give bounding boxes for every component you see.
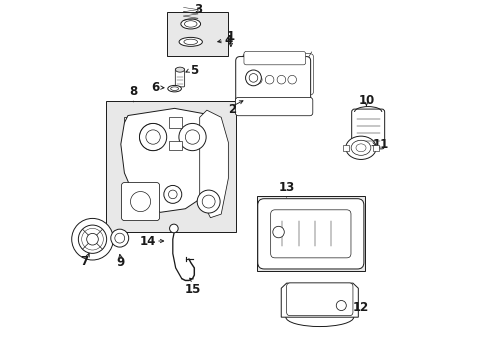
Text: 11: 11 bbox=[372, 138, 388, 151]
Text: 13: 13 bbox=[278, 181, 294, 194]
Ellipse shape bbox=[355, 144, 366, 152]
Circle shape bbox=[185, 130, 199, 144]
Circle shape bbox=[130, 192, 150, 212]
FancyBboxPatch shape bbox=[122, 183, 159, 221]
Ellipse shape bbox=[181, 19, 200, 29]
FancyBboxPatch shape bbox=[257, 199, 363, 269]
Circle shape bbox=[277, 75, 285, 84]
Circle shape bbox=[249, 73, 257, 82]
Text: 9: 9 bbox=[117, 256, 125, 269]
FancyBboxPatch shape bbox=[235, 98, 312, 116]
FancyBboxPatch shape bbox=[270, 210, 350, 258]
Circle shape bbox=[111, 229, 128, 247]
Text: 14: 14 bbox=[139, 234, 155, 248]
Bar bbox=[372, 145, 378, 152]
Circle shape bbox=[272, 226, 284, 238]
Text: 7: 7 bbox=[80, 255, 88, 268]
Text: 8: 8 bbox=[129, 85, 137, 98]
Circle shape bbox=[253, 75, 262, 84]
FancyBboxPatch shape bbox=[175, 68, 184, 87]
Ellipse shape bbox=[175, 67, 184, 72]
FancyBboxPatch shape bbox=[235, 57, 310, 107]
Circle shape bbox=[115, 233, 124, 243]
Text: 15: 15 bbox=[184, 283, 200, 296]
Circle shape bbox=[163, 185, 182, 203]
Ellipse shape bbox=[184, 21, 197, 27]
Polygon shape bbox=[124, 117, 142, 135]
Circle shape bbox=[336, 301, 346, 311]
Circle shape bbox=[86, 233, 98, 245]
Circle shape bbox=[179, 123, 206, 151]
Ellipse shape bbox=[179, 37, 202, 46]
Text: 3: 3 bbox=[193, 3, 202, 15]
Circle shape bbox=[197, 190, 220, 213]
Ellipse shape bbox=[183, 39, 197, 45]
FancyBboxPatch shape bbox=[286, 283, 352, 316]
Text: 12: 12 bbox=[352, 301, 368, 314]
Text: 6: 6 bbox=[151, 81, 159, 94]
FancyBboxPatch shape bbox=[244, 51, 305, 65]
Bar bbox=[167, 12, 228, 57]
Circle shape bbox=[245, 70, 261, 86]
Text: 4: 4 bbox=[224, 34, 233, 47]
Bar bbox=[169, 117, 182, 128]
Bar bbox=[169, 141, 182, 150]
Ellipse shape bbox=[167, 85, 181, 92]
Bar bbox=[106, 101, 235, 232]
Circle shape bbox=[78, 225, 106, 253]
Ellipse shape bbox=[170, 87, 178, 90]
Polygon shape bbox=[281, 283, 358, 317]
Text: 5: 5 bbox=[190, 64, 198, 77]
Circle shape bbox=[145, 130, 160, 144]
Ellipse shape bbox=[350, 140, 370, 155]
Ellipse shape bbox=[345, 136, 375, 159]
Circle shape bbox=[287, 75, 296, 84]
Bar bbox=[257, 196, 364, 271]
Circle shape bbox=[202, 195, 215, 208]
Circle shape bbox=[72, 219, 113, 260]
Bar bbox=[343, 145, 348, 152]
Circle shape bbox=[168, 190, 177, 199]
Polygon shape bbox=[121, 108, 224, 212]
Circle shape bbox=[265, 75, 273, 84]
Circle shape bbox=[169, 224, 178, 233]
Polygon shape bbox=[199, 110, 228, 218]
FancyBboxPatch shape bbox=[351, 109, 384, 149]
Text: 2: 2 bbox=[228, 103, 236, 116]
Circle shape bbox=[139, 123, 166, 151]
Text: 1: 1 bbox=[226, 30, 234, 43]
FancyBboxPatch shape bbox=[243, 54, 313, 95]
Text: 10: 10 bbox=[358, 94, 374, 107]
